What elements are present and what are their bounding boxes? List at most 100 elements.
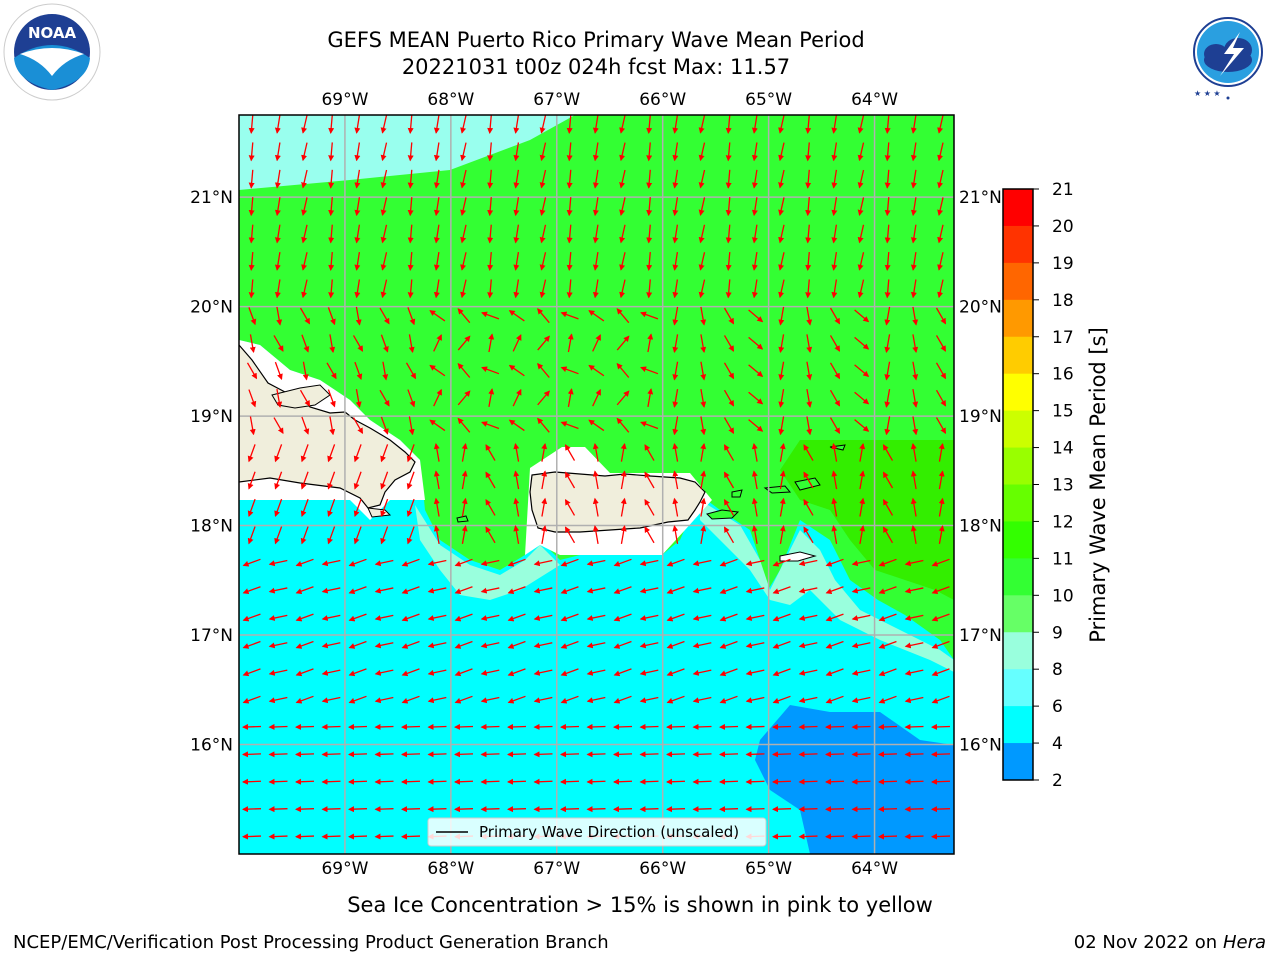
wave-arrow: [268, 642, 288, 649]
wave-arrow: [274, 361, 283, 380]
wave-arrow: [301, 169, 308, 189]
wave-arrow: [592, 497, 599, 517]
wave-arrow: [242, 723, 262, 730]
wave-arrow: [242, 558, 261, 567]
wave-arrow: [698, 224, 706, 244]
lon-tick-label-top: 66°W: [639, 90, 686, 110]
wave-arrow: [666, 723, 686, 730]
wave-arrow: [723, 498, 735, 516]
wave-arrow: [719, 751, 739, 758]
wave-arrow: [859, 442, 866, 462]
wave-arrow: [533, 778, 553, 785]
wave-arrow: [592, 252, 599, 271]
wave-arrow: [646, 142, 653, 162]
wave-arrow: [406, 498, 415, 517]
wave-arrow: [751, 497, 758, 517]
wave-arrow: [379, 389, 390, 407]
wave-arrow: [321, 587, 341, 594]
wave-arrow: [380, 498, 389, 517]
date-text: 02 Nov 2022 on: [1073, 932, 1218, 953]
wave-arrow: [778, 115, 785, 134]
wave-arrow: [353, 498, 362, 517]
wave-arrow: [407, 251, 414, 271]
wave-arrow: [248, 142, 255, 162]
wave-arrow: [723, 307, 735, 325]
wave-arrow: [778, 224, 785, 244]
wave-arrow: [613, 723, 633, 730]
wave-arrow: [829, 417, 841, 435]
wave-arrow: [248, 224, 255, 244]
wave-arrow: [912, 416, 919, 436]
wave-arrow: [751, 442, 758, 462]
wave-arrow: [672, 442, 679, 462]
wave-arrow: [829, 362, 841, 380]
wave-arrow: [533, 559, 553, 567]
colorbar-tick-label: 20: [1052, 217, 1074, 237]
wave-arrow: [374, 669, 394, 676]
wave-arrow: [672, 197, 679, 217]
wave-arrow: [508, 310, 525, 322]
wave-arrow: [745, 696, 765, 704]
wave-arrow: [672, 334, 679, 354]
wave-arrow: [798, 587, 818, 594]
wave-arrow: [778, 197, 785, 216]
wave-arrow: [698, 197, 706, 216]
lat-tick-label-right: 20°N: [959, 298, 1002, 318]
wave-arrow: [698, 115, 706, 134]
wave-arrow: [672, 361, 679, 381]
wave-arrow: [380, 142, 388, 162]
wave-arrow: [427, 614, 447, 621]
wave-arrow: [859, 525, 866, 544]
wave-arrow: [745, 806, 765, 813]
wave-arrow: [751, 252, 758, 271]
wave-arrow: [586, 587, 606, 594]
wave-arrow: [248, 197, 255, 217]
date-credit: 02 Nov 2022 on Hera: [1074, 932, 1266, 954]
wave-arrow: [779, 470, 786, 490]
wave-arrow: [480, 669, 500, 676]
wave-arrow: [348, 806, 368, 813]
wave-arrow: [560, 778, 580, 785]
wave-arrow: [672, 470, 679, 490]
wave-arrow: [507, 586, 526, 594]
wave-arrow: [719, 613, 738, 622]
wave-arrow: [931, 613, 950, 622]
wave-arrow: [321, 696, 341, 704]
wave-arrow: [723, 335, 735, 352]
wave-arrow: [912, 334, 919, 354]
wave-arrow: [772, 640, 791, 649]
wave-arrow: [831, 197, 838, 217]
colorbar-segment: [1003, 189, 1033, 227]
wave-arrow: [433, 334, 442, 352]
wave-arrow: [586, 559, 606, 567]
land-vieques: [706, 509, 740, 520]
wave-arrow: [249, 416, 256, 436]
wave-arrow: [586, 614, 606, 621]
wave-arrow: [723, 526, 735, 544]
wave-arrow: [354, 224, 361, 244]
wave-arrow: [460, 279, 467, 299]
wave-arrow: [884, 224, 891, 244]
wave-arrow: [592, 197, 599, 217]
wave-arrow: [698, 252, 706, 271]
wave-arrow: [639, 559, 659, 567]
wave-arrow: [772, 586, 791, 594]
lon-tick-label-bottom: 67°W: [533, 859, 580, 879]
wave-arrow: [248, 307, 257, 326]
wave-arrow: [904, 751, 924, 758]
wave-arrow: [646, 251, 653, 271]
wave-arrow: [586, 696, 606, 704]
wave-arrow: [779, 525, 786, 544]
wave-arrow: [745, 587, 765, 594]
wave-arrow: [616, 390, 630, 406]
wave-arrow: [407, 197, 414, 217]
wave-arrow: [533, 696, 553, 704]
wave-arrow: [931, 751, 951, 758]
wave-arrow: [242, 668, 261, 677]
wave-arrow: [878, 723, 898, 730]
wave-arrow: [592, 169, 599, 189]
wave-arrow: [692, 587, 712, 594]
wave-arrow: [457, 335, 471, 351]
wave-arrow: [829, 335, 841, 352]
wave-arrow: [831, 470, 838, 490]
